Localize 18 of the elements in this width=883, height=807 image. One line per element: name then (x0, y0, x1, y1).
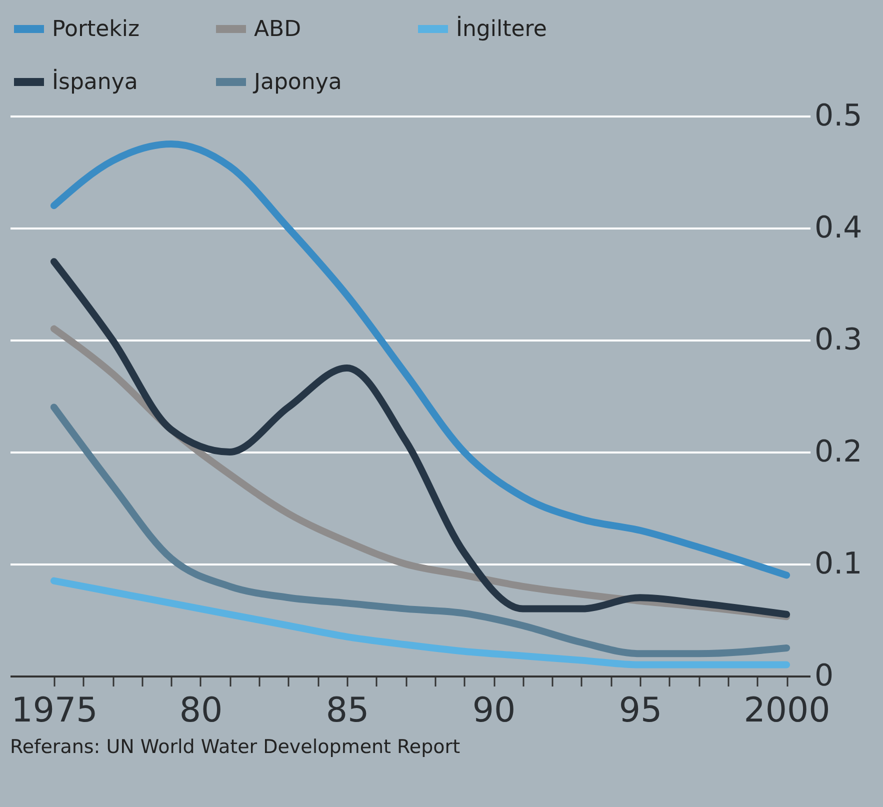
legend-label: Portekiz (52, 17, 140, 42)
legend-label: İspanya (52, 68, 138, 95)
x-tick-label: 90 (472, 690, 516, 730)
y-tick-label: 0.2 (814, 434, 862, 470)
x-tick-label: 95 (618, 690, 662, 730)
legend-label: İngiltere (456, 15, 547, 42)
x-tick-label: 80 (179, 690, 223, 730)
text: Referans: UN World Water Development Report (10, 736, 460, 758)
y-tick-label: 0 (814, 658, 834, 694)
x-tick-label: 85 (326, 690, 370, 730)
x-tick-label: 1975 (11, 690, 98, 730)
y-tick-label: 0.3 (814, 322, 862, 358)
y-tick-label: 0.4 (814, 210, 862, 246)
y-tick-label: 0.5 (814, 98, 862, 134)
legend-label: Japonya (252, 70, 342, 95)
y-tick-label: 0.1 (814, 546, 862, 582)
x-tick-label: 2000 (744, 690, 830, 730)
legend-label: ABD (254, 17, 302, 42)
